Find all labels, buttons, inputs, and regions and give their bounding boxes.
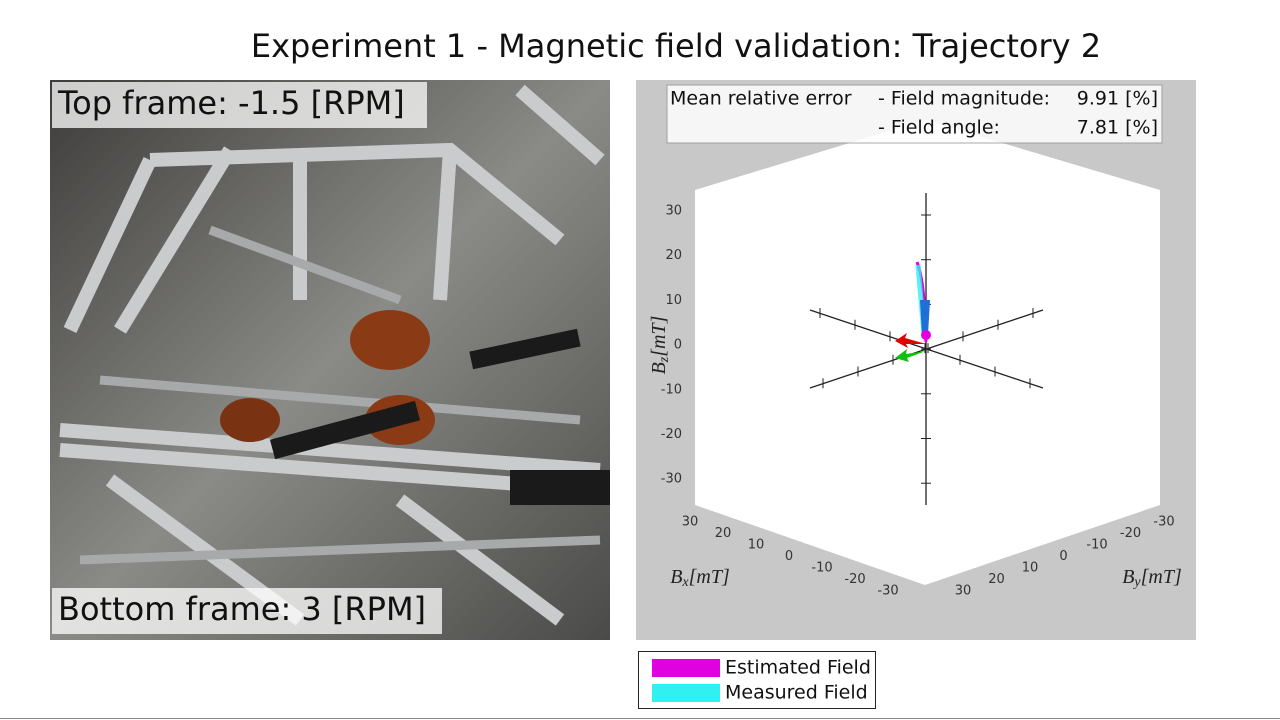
axis-symbol: B: [1122, 566, 1134, 588]
y-tick-label: 0: [1059, 549, 1067, 564]
axis-label: By[mT]: [1122, 566, 1182, 591]
z-tick-label: -20: [661, 427, 682, 442]
axis-subscript: y: [1132, 575, 1141, 590]
axis-subscript: z: [657, 356, 672, 363]
z-tick-label: 10: [665, 293, 682, 308]
z-tick-label: 20: [665, 248, 682, 263]
y-tick-label: -30: [1153, 515, 1174, 530]
y-tick-label: 30: [955, 584, 972, 599]
y-tick-label: 20: [988, 572, 1005, 587]
axis-subscript: x: [681, 575, 689, 590]
y-tick-label: 10: [1022, 561, 1039, 576]
y-tick-label: -10: [1086, 538, 1107, 553]
z-tick-label: 30: [665, 204, 682, 219]
x-tick-label: -10: [811, 561, 832, 576]
error-label: - Field angle:: [878, 117, 1000, 139]
x-tick-label: -20: [844, 572, 865, 587]
axis-unit: [mT]: [689, 566, 730, 588]
z-tick-label: -30: [661, 472, 682, 487]
legend-swatch: [652, 659, 720, 677]
x-tick-label: -30: [877, 584, 898, 599]
axis-label: Bx[mT]: [670, 566, 730, 591]
top-frame-label: Top frame: -1.5 [RPM]: [57, 84, 405, 122]
axis-symbol: B: [648, 362, 670, 374]
error-value: 9.91 [%]: [1077, 88, 1158, 110]
photo: [50, 80, 610, 640]
axis-label: Bz[mT]: [648, 316, 673, 375]
legend-label: Estimated Field: [725, 657, 871, 679]
y-tick-label: -20: [1120, 526, 1141, 541]
legend-label: Measured Field: [725, 682, 868, 704]
x-tick-label: 10: [748, 538, 765, 553]
bottom-frame-label: Bottom frame: 3 [RPM]: [58, 590, 426, 628]
error-label: - Field magnitude:: [878, 88, 1050, 110]
axis-symbol: B: [670, 566, 682, 588]
error-heading: Mean relative error: [670, 88, 852, 110]
x-tick-label: 20: [715, 526, 732, 541]
axis-unit: [mT]: [648, 316, 670, 357]
error-box: [666, 84, 1163, 144]
axis-unit: [mT]: [1141, 566, 1182, 588]
z-tick-label: 0: [674, 338, 682, 353]
z-tick-label: -10: [661, 382, 682, 397]
title: Experiment 1 - Magnetic field validation…: [251, 27, 1101, 65]
field-vectors: [895, 261, 931, 362]
x-tick-label: 30: [682, 515, 699, 530]
x-tick-label: 0: [785, 549, 793, 564]
error-value: 7.81 [%]: [1077, 117, 1158, 139]
legend-swatch: [652, 684, 720, 702]
